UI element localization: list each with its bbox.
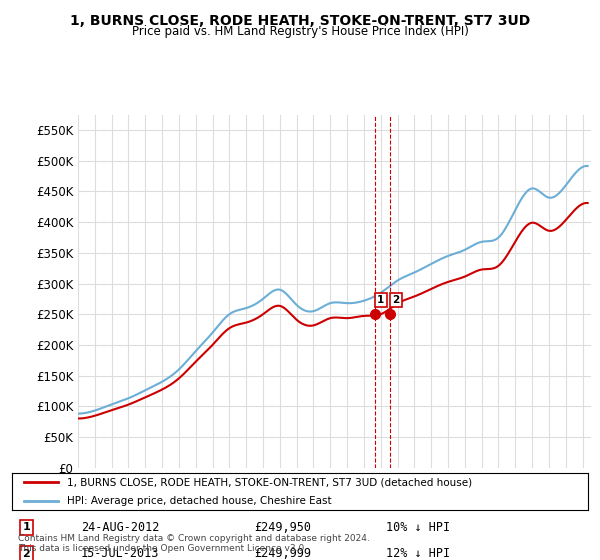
Text: 1, BURNS CLOSE, RODE HEATH, STOKE-ON-TRENT, ST7 3UD (detached house): 1, BURNS CLOSE, RODE HEATH, STOKE-ON-TRE… bbox=[67, 477, 472, 487]
Text: HPI: Average price, detached house, Cheshire East: HPI: Average price, detached house, Ches… bbox=[67, 496, 331, 506]
Text: Contains HM Land Registry data © Crown copyright and database right 2024.
This d: Contains HM Land Registry data © Crown c… bbox=[18, 534, 370, 553]
Text: Price paid vs. HM Land Registry's House Price Index (HPI): Price paid vs. HM Land Registry's House … bbox=[131, 25, 469, 38]
Text: 15-JUL-2013: 15-JUL-2013 bbox=[81, 547, 160, 560]
Text: 10% ↓ HPI: 10% ↓ HPI bbox=[386, 521, 451, 534]
Text: 12% ↓ HPI: 12% ↓ HPI bbox=[386, 547, 451, 560]
Text: £249,950: £249,950 bbox=[254, 521, 311, 534]
Text: 2: 2 bbox=[392, 295, 400, 305]
Text: 24-AUG-2012: 24-AUG-2012 bbox=[81, 521, 160, 534]
Text: 2: 2 bbox=[23, 549, 30, 559]
Text: 1: 1 bbox=[377, 295, 385, 305]
Text: 1: 1 bbox=[23, 522, 30, 533]
Text: £249,999: £249,999 bbox=[254, 547, 311, 560]
Text: 1, BURNS CLOSE, RODE HEATH, STOKE-ON-TRENT, ST7 3UD: 1, BURNS CLOSE, RODE HEATH, STOKE-ON-TRE… bbox=[70, 14, 530, 28]
